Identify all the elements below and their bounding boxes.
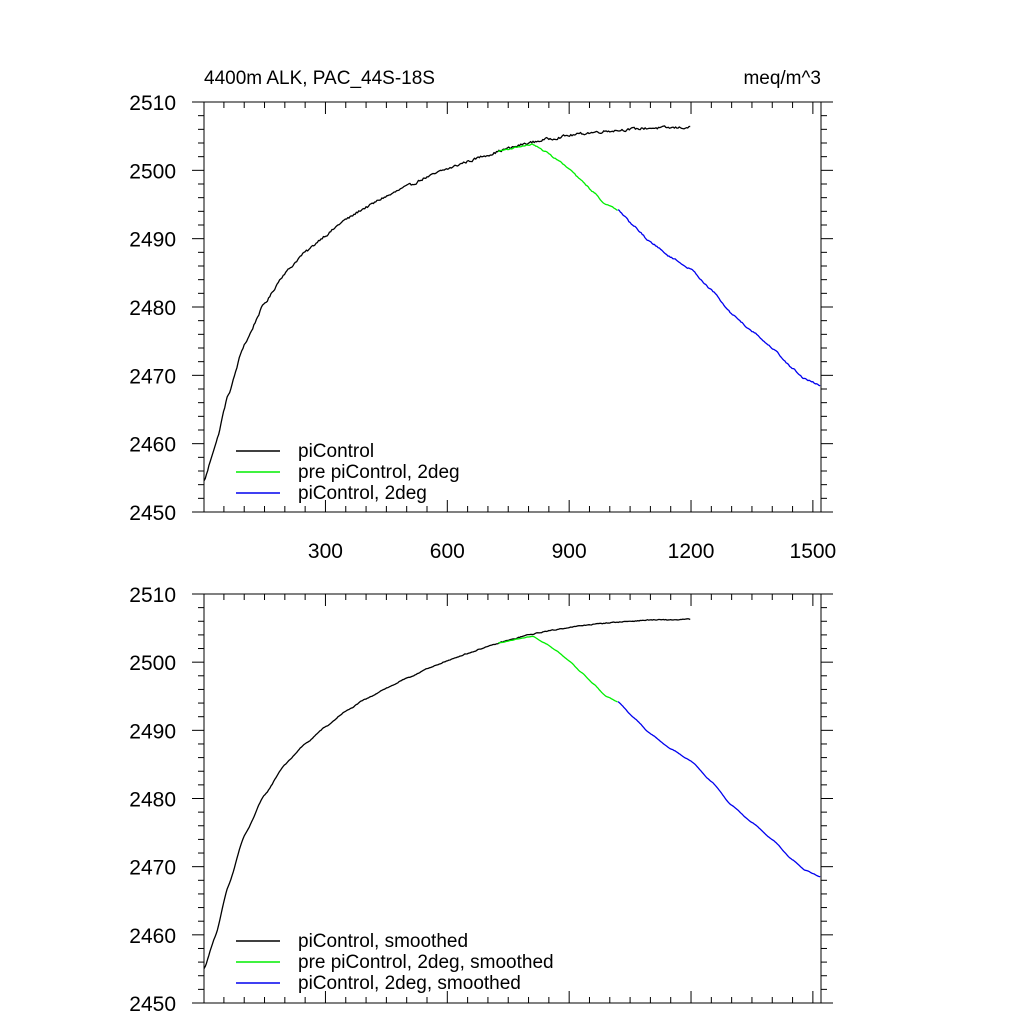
axis-ticks [192, 593, 833, 1004]
x-tick-label: 1500 [790, 540, 837, 563]
series-line [203, 618, 691, 970]
series-layer [203, 125, 821, 482]
axis-ticks [192, 101, 833, 513]
top-panel: 4400m ALK, PAC_44S-18S meq/m^3 245024602… [129, 68, 836, 563]
legend-label: piControl, 2deg [298, 483, 427, 504]
legend-label: piControl, 2deg, smoothed [298, 973, 521, 994]
legend-label: piControl, smoothed [298, 931, 468, 952]
y-tick-label: 2480 [129, 297, 176, 320]
y-tick-label: 2470 [129, 857, 176, 880]
x-tick-labels: 300 600 900 1200 1500 [308, 540, 836, 563]
series-line [617, 701, 821, 878]
series-line [617, 209, 821, 387]
y-tick-label: 2500 [129, 652, 176, 675]
legend-label: piControl [298, 441, 374, 462]
series-line [497, 635, 618, 703]
series-layer [203, 618, 821, 970]
x-tick-label: 300 [308, 540, 343, 563]
series-line [203, 125, 691, 482]
y-tick-label: 2490 [129, 229, 176, 252]
legend-label: pre piControl, 2deg, smoothed [298, 952, 554, 973]
y-tick-label: 2510 [129, 92, 176, 115]
y-tick-label: 2450 [129, 993, 176, 1016]
y-tick-label: 2500 [129, 160, 176, 183]
bottom-panel: 2450 2460 2470 2480 2490 2500 2510 piControl, … [129, 584, 833, 1016]
y-tick-label: 2480 [129, 789, 176, 812]
legend-label: pre piControl, 2deg [298, 462, 460, 483]
x-tick-label: 600 [430, 540, 465, 563]
y-tick-label: 2490 [129, 720, 176, 743]
plot-frame [203, 593, 822, 1004]
plot-frame [203, 101, 822, 513]
series-line [497, 143, 618, 211]
y-tick-labels: 2450 2460 2470 2480 2490 2500 2510 [129, 584, 176, 1016]
units-label: meq/m^3 [743, 68, 821, 89]
y-tick-label: 2470 [129, 365, 176, 388]
y-tick-label: 2450 [129, 502, 176, 525]
x-tick-label: 1200 [668, 540, 715, 563]
y-tick-label: 2460 [129, 925, 176, 948]
y-tick-labels: 2450 2460 2470 2480 2490 2500 2510 [129, 92, 176, 525]
panel-title: 4400m ALK, PAC_44S-18S [204, 68, 435, 89]
x-tick-label: 900 [552, 540, 587, 563]
y-tick-label: 2460 [129, 434, 176, 457]
y-tick-label: 2510 [129, 584, 176, 607]
